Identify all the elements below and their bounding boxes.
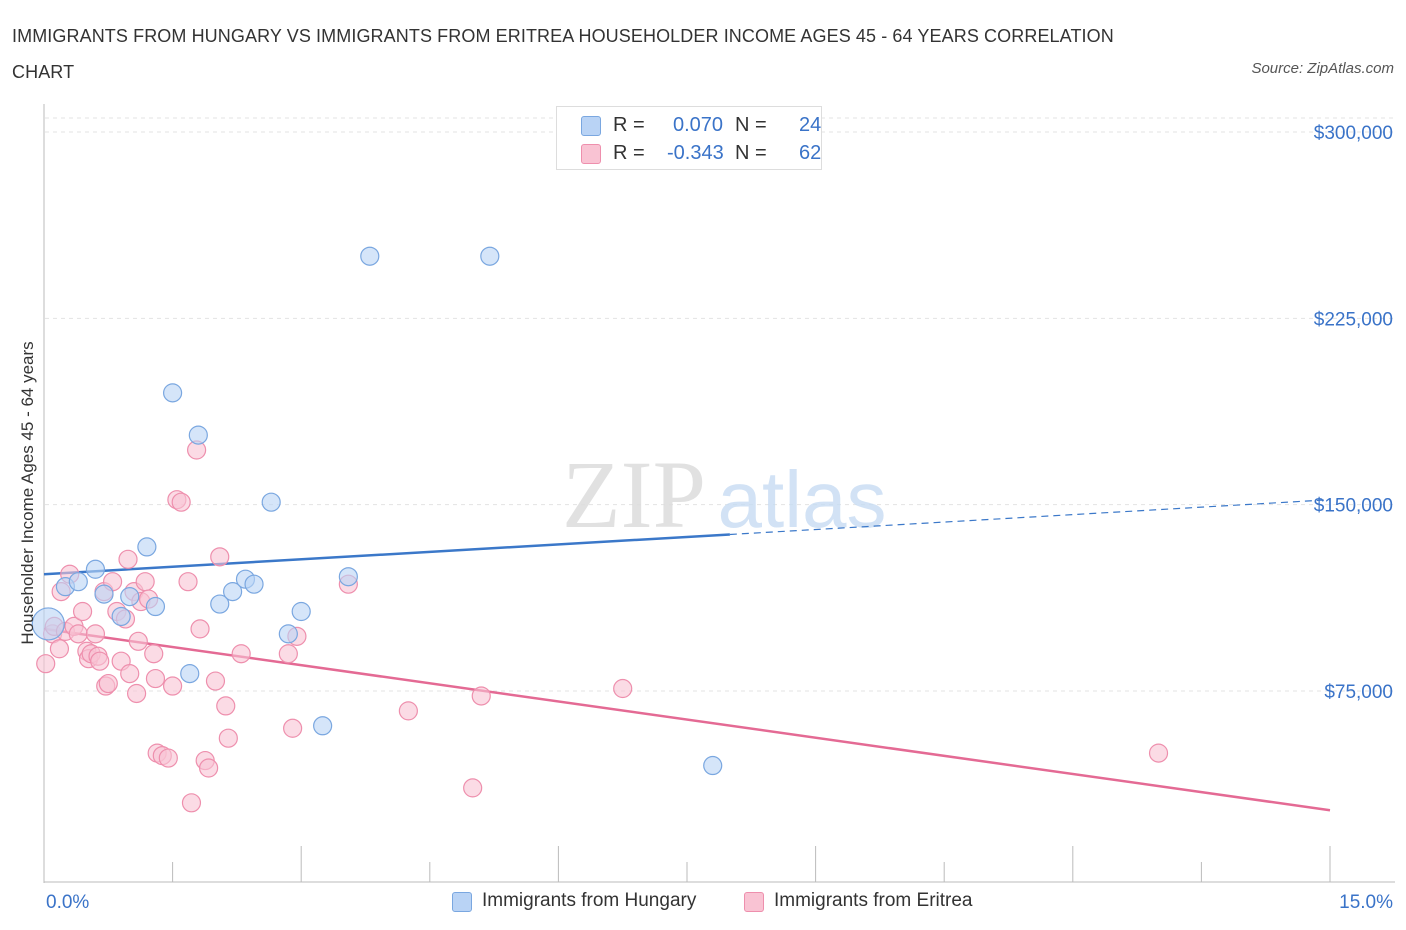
hungary-point bbox=[338, 567, 358, 587]
hungary-point bbox=[137, 537, 157, 557]
r-value: -0.343 bbox=[667, 142, 724, 164]
hungary-point bbox=[31, 607, 65, 641]
eritrea-point bbox=[210, 547, 230, 567]
hungary-point bbox=[261, 492, 281, 512]
eritrea-point bbox=[218, 728, 238, 748]
eritrea-point bbox=[283, 718, 303, 738]
hungary-trend-line bbox=[43, 533, 730, 576]
watermark-zip: ZIP bbox=[562, 441, 706, 548]
correlation-legend: R = 0.070 N = 24 R = -0.343 N = 62 bbox=[556, 106, 822, 170]
eritrea-point bbox=[171, 492, 191, 512]
eritrea-point bbox=[126, 683, 147, 704]
eritrea-point bbox=[205, 671, 226, 691]
eritrea-point bbox=[135, 572, 155, 592]
hungary-point bbox=[480, 246, 500, 266]
eritrea-point bbox=[178, 572, 198, 592]
x-tick-label-max: 15.0% bbox=[1339, 892, 1393, 913]
eritrea-point bbox=[145, 668, 166, 689]
n-label: N = bbox=[735, 142, 767, 164]
hungary-point bbox=[291, 601, 311, 622]
hungary-legend-swatch bbox=[452, 892, 472, 912]
n-value: 62 bbox=[799, 142, 822, 164]
hungary-point bbox=[244, 574, 264, 594]
eritrea-point bbox=[144, 644, 164, 664]
y-tick-label: $75,000 bbox=[1324, 682, 1393, 703]
eritrea-point bbox=[49, 639, 70, 659]
eritrea-swatch bbox=[581, 144, 601, 164]
eritrea-point bbox=[72, 601, 93, 622]
hungary-point bbox=[94, 584, 114, 604]
eritrea-legend-label: Immigrants from Eritrea bbox=[774, 890, 973, 911]
watermark-atlas: atlas bbox=[718, 455, 887, 544]
eritrea-point bbox=[90, 651, 110, 671]
eritrea-point bbox=[278, 644, 298, 664]
eritrea-point bbox=[471, 686, 491, 706]
hungary-point bbox=[180, 664, 200, 684]
hungary-point bbox=[85, 559, 106, 579]
eritrea-point bbox=[216, 696, 236, 716]
eritrea-point bbox=[190, 619, 210, 639]
hungary-point bbox=[188, 425, 208, 445]
hungary-point bbox=[163, 383, 183, 403]
r-label: R = bbox=[613, 114, 645, 136]
eritrea-point bbox=[613, 678, 633, 699]
hungary-point bbox=[703, 755, 723, 776]
hungary-point bbox=[145, 596, 166, 617]
eritrea-point bbox=[85, 624, 106, 644]
y-axis-label: Householder Income Ages 45 - 64 years bbox=[18, 341, 37, 644]
chart-title: IMMIGRANTS FROM HUNGARY VS IMMIGRANTS FR… bbox=[12, 26, 1114, 82]
y-tick-label: $300,000 bbox=[1314, 123, 1393, 144]
eritrea-point bbox=[158, 748, 178, 768]
hungary-point bbox=[210, 594, 230, 614]
hungary-point bbox=[360, 246, 380, 266]
hungary-point bbox=[111, 606, 131, 627]
hungary-point bbox=[68, 572, 88, 592]
hungary-point bbox=[120, 586, 140, 607]
eritrea-legend-swatch bbox=[744, 892, 764, 912]
eritrea-point bbox=[128, 631, 148, 651]
source-label: Source: ZipAtlas.com bbox=[1251, 60, 1394, 77]
eritrea-point bbox=[231, 644, 251, 664]
y-tick-label: $150,000 bbox=[1314, 496, 1393, 517]
eritrea-point bbox=[163, 676, 183, 696]
n-value: 24 bbox=[799, 114, 822, 136]
eritrea-point bbox=[181, 793, 202, 813]
hungary-legend-label: Immigrants from Hungary bbox=[482, 890, 697, 911]
hungary-point bbox=[278, 624, 298, 644]
x-tick-label-min: 0.0% bbox=[46, 892, 89, 913]
hungary-point bbox=[223, 582, 243, 602]
series-legend: Immigrants from Hungary Immigrants from … bbox=[0, 890, 1406, 914]
eritrea-point bbox=[463, 778, 483, 798]
eritrea-point bbox=[98, 673, 118, 694]
eritrea-point bbox=[199, 758, 219, 778]
eritrea-point bbox=[1148, 743, 1169, 763]
r-value: 0.070 bbox=[673, 114, 724, 136]
hungary-swatch bbox=[581, 116, 601, 136]
r-label: R = bbox=[613, 142, 645, 164]
eritrea-point bbox=[68, 624, 88, 644]
eritrea-point bbox=[36, 654, 56, 674]
eritrea-point bbox=[398, 701, 418, 721]
hungary-trend-projection bbox=[729, 499, 1331, 536]
eritrea-point bbox=[118, 549, 138, 569]
eritrea-point bbox=[120, 664, 140, 684]
hungary-point bbox=[313, 716, 333, 736]
y-tick-label: $225,000 bbox=[1314, 309, 1393, 330]
n-label: N = bbox=[735, 114, 767, 136]
eritrea-trend-line bbox=[43, 627, 1331, 812]
